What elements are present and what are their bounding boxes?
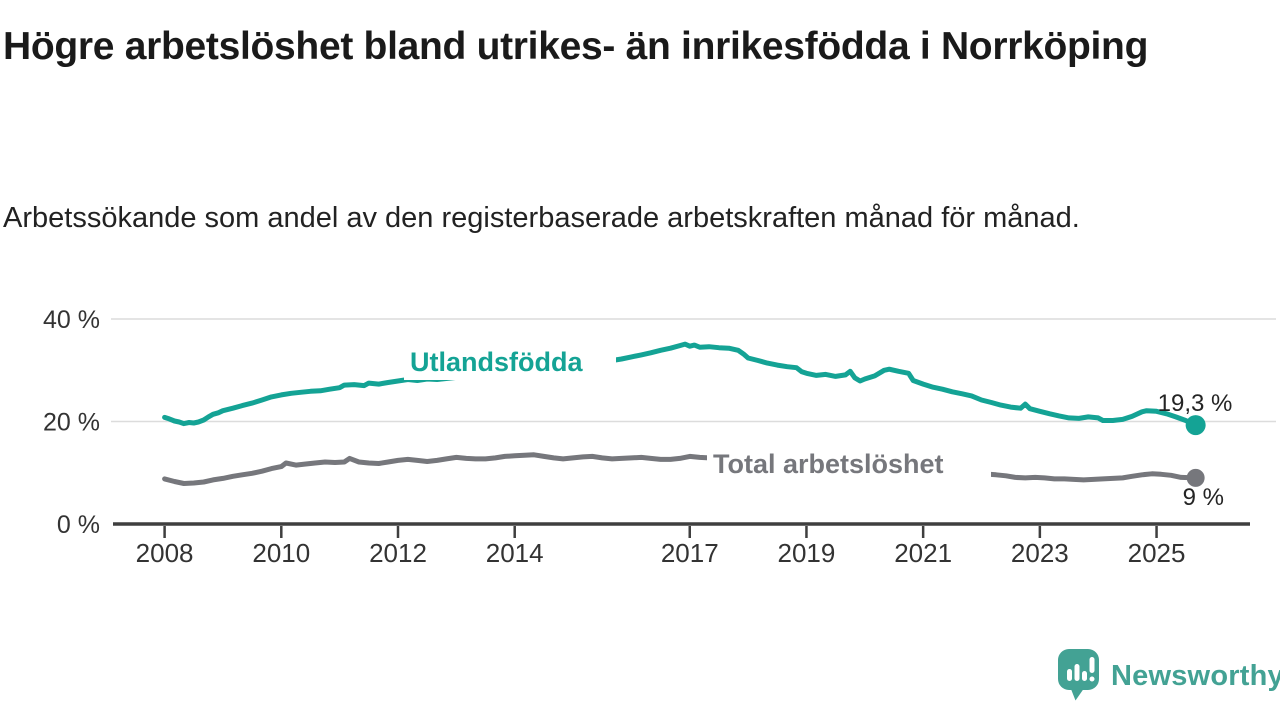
total-series-label: Total arbetslöshet	[713, 449, 944, 479]
chart-title: Högre arbetslöshet bland utrikes- än inr…	[3, 25, 1149, 68]
y-axis-labels: 40 % 20 % 0 %	[43, 306, 100, 539]
y-tick-label-20: 20 %	[43, 409, 100, 437]
end-markers: 19,3 % 9 %	[1158, 390, 1233, 511]
newsworthy-wordmark: Newsworthy	[1111, 659, 1280, 692]
newsworthy-logo: Newsworthy	[1056, 648, 1280, 704]
utlandsfodda-series-label: Utlandsfödda	[410, 347, 583, 377]
y-tick-label-0: 0 %	[57, 511, 100, 539]
total-line	[162, 452, 1199, 486]
x-tick-label-2017: 2017	[661, 538, 719, 568]
utlandsfodda-end-value-label: 19,3 %	[1158, 390, 1233, 417]
x-tick-label-2025: 2025	[1128, 538, 1186, 568]
x-tick-label-2014: 2014	[486, 538, 544, 568]
utlandsfodda-label-background	[404, 346, 616, 380]
utlandsfodda-endpoint-dot	[1185, 415, 1206, 436]
x-tick-label-2019: 2019	[778, 538, 836, 568]
x-axis-labels: 2008 2010 2012 2014 2017 2019 2021 2023 2025	[136, 526, 1186, 568]
chart-subtitle: Arbetssökande som andel av den registerb…	[3, 202, 1080, 234]
gridlines	[111, 318, 1276, 423]
total-label-background	[707, 448, 991, 482]
total-end-value-label: 9 %	[1183, 484, 1224, 511]
x-tick-label-2010: 2010	[252, 538, 310, 568]
total-endpoint-dot	[1186, 468, 1205, 487]
x-tick-label-2012: 2012	[369, 538, 427, 568]
newsworthy-speech-bubble-bars-icon	[1058, 649, 1099, 701]
utlandsfodda-line	[162, 341, 1199, 428]
series-lines	[162, 341, 1199, 486]
x-tick-label-2021: 2021	[894, 538, 952, 568]
x-tick-label-2023: 2023	[1011, 538, 1069, 568]
y-tick-label-40: 40 %	[43, 306, 100, 334]
series-labels: Utlandsfödda Total arbetslöshet	[404, 346, 991, 482]
x-tick-label-2008: 2008	[136, 538, 194, 568]
